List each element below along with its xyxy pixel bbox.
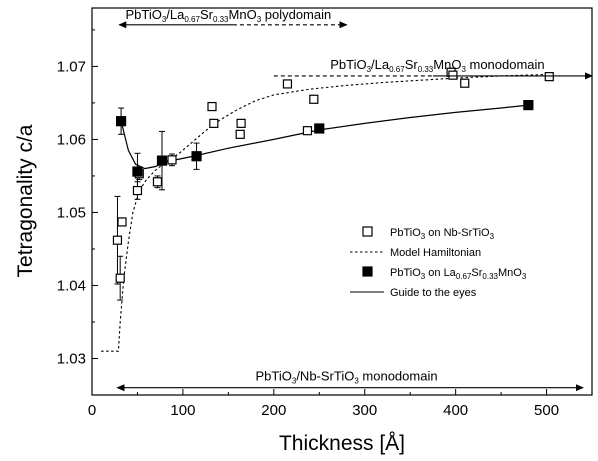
- error-bars: [114, 107, 200, 301]
- point-nb-sto: [152, 177, 163, 187]
- point-lsmo: [132, 166, 143, 177]
- x-axis-title: Thickness [Å]: [279, 432, 405, 455]
- annotations: PbTiO3/La0.67Sr0.33MnO3 polydomain PbTiO3…: [116, 7, 593, 392]
- model-hamiltonian-curve: [101, 73, 552, 352]
- point-lsmo: [314, 123, 325, 134]
- series-lines: [101, 73, 552, 352]
- legend-marker: [362, 226, 373, 237]
- x-tick-label: 0: [88, 402, 96, 419]
- point-nb-sto: [282, 79, 293, 89]
- point-nb-sto: [302, 126, 313, 136]
- guide-curve: [120, 104, 529, 170]
- point-nb-sto: [460, 78, 470, 88]
- legend-label: PbTiO3 on Nb-SrTiO3: [390, 227, 495, 241]
- point-nb-sto: [236, 118, 246, 128]
- annotation-label: PbTiO3/Nb-SrTiO3 monodomain: [256, 369, 438, 386]
- legend-label: PbTiO3 on La0.67Sr0.33MnO3: [390, 267, 527, 281]
- legend-label: Guide to the eyes: [390, 287, 477, 299]
- legend-marker: [362, 266, 373, 277]
- point-nb-sto: [235, 129, 245, 139]
- y-tick-label: 1.06: [57, 131, 86, 148]
- point-lsmo: [115, 116, 127, 127]
- point-nb-sto: [117, 217, 127, 227]
- point-nb-sto: [112, 235, 123, 245]
- x-tick-label: 400: [443, 402, 468, 419]
- y-tick-label: 1.07: [57, 58, 86, 75]
- point-nb-sto: [209, 118, 219, 128]
- legend: PbTiO3 on Nb-SrTiO3 Model Hamiltonian PbTi…: [350, 226, 527, 299]
- x-tick-label: 500: [534, 402, 559, 419]
- point-lsmo: [156, 155, 168, 166]
- annotation-label: PbTiO3/La0.67Sr0.33MnO3 polydomain: [125, 7, 331, 24]
- annotation-label: PbTiO3/La0.67Sr0.33MnO3 monodomain: [330, 57, 544, 74]
- point-nb-sto: [167, 155, 177, 165]
- x-tick-label: 100: [170, 402, 195, 419]
- x-tick-label: 200: [261, 402, 286, 419]
- y-axis: 1.03 1.04 1.05 1.06 1.07: [57, 29, 98, 367]
- point-nb-sto: [309, 94, 319, 104]
- point-nb-sto: [448, 70, 458, 80]
- y-axis-title: Tetragonality c/a: [14, 124, 37, 277]
- point-nb-sto: [132, 185, 143, 196]
- plot-frame: [91, 7, 593, 396]
- point-nb-sto: [207, 101, 217, 112]
- legend-label: Model Hamiltonian: [390, 247, 481, 259]
- y-tick-label: 1.03: [57, 350, 86, 367]
- y-tick-label: 1.05: [57, 204, 86, 221]
- x-axis: 0 100 200 300 400 500: [88, 389, 559, 419]
- point-lsmo: [523, 100, 534, 111]
- point-nb-sto: [544, 72, 554, 82]
- y-tick-label: 1.04: [57, 277, 86, 294]
- point-lsmo: [191, 151, 202, 162]
- data-points: [112, 67, 554, 283]
- x-tick-label: 300: [352, 402, 377, 419]
- point-nb-sto: [115, 273, 125, 283]
